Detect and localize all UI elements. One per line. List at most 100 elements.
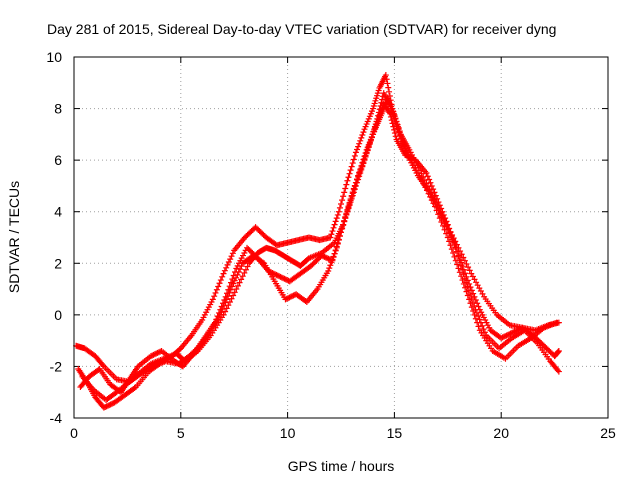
- x-axis-label: GPS time / hours: [288, 458, 395, 474]
- data-point: [435, 207, 442, 214]
- data-point: [343, 210, 350, 217]
- y-tick-label: 2: [54, 255, 62, 271]
- data-point: [278, 274, 285, 281]
- data-point: [217, 277, 224, 284]
- data-point: [467, 284, 474, 291]
- data-point: [399, 139, 406, 146]
- data-point: [502, 333, 509, 340]
- data-point: [244, 263, 251, 270]
- data-point: [438, 213, 445, 220]
- data-point: [358, 165, 365, 172]
- data-point: [347, 167, 354, 174]
- data-point: [471, 293, 478, 300]
- data-point: [379, 96, 386, 103]
- data-point: [477, 319, 484, 326]
- data-point: [388, 117, 395, 124]
- data-point: [347, 196, 354, 203]
- data-point: [327, 262, 334, 269]
- data-point: [215, 283, 222, 290]
- data-point: [131, 385, 138, 392]
- data-point: [95, 366, 102, 373]
- data-point: [463, 260, 470, 267]
- data-point: [147, 353, 154, 360]
- data-point: [500, 333, 507, 340]
- data-point: [221, 302, 228, 309]
- data-point: [99, 362, 106, 369]
- data-point: [233, 286, 240, 293]
- x-tick-label: 5: [177, 425, 185, 441]
- data-point: [475, 313, 482, 320]
- data-point: [238, 276, 245, 283]
- data-point: [441, 220, 448, 227]
- data-point: [230, 280, 237, 287]
- data-point: [354, 146, 361, 153]
- data-point: [225, 293, 232, 300]
- data-point: [331, 221, 338, 228]
- data-point: [318, 252, 325, 259]
- data-point: [383, 76, 390, 83]
- data-point: [472, 306, 479, 313]
- data-point: [351, 152, 358, 159]
- data-point: [427, 179, 434, 186]
- data-point: [346, 170, 353, 177]
- x-tick-label: 20: [493, 425, 509, 441]
- data-point: [365, 142, 372, 149]
- data-point: [218, 309, 225, 316]
- data-point: [153, 350, 160, 357]
- y-tick-label: 8: [54, 101, 62, 117]
- data-point: [234, 271, 241, 278]
- data-point: [363, 149, 370, 156]
- data-point: [239, 273, 246, 280]
- data-point: [321, 253, 328, 260]
- data-point: [226, 298, 233, 305]
- data-point: [430, 197, 437, 204]
- data-point: [423, 170, 430, 177]
- data-point: [374, 115, 381, 122]
- data-point: [329, 256, 336, 263]
- data-point: [238, 263, 245, 270]
- data-point: [499, 334, 506, 341]
- data-point: [359, 132, 366, 139]
- data-point: [231, 277, 238, 284]
- data-point: [391, 126, 398, 133]
- data-point: [273, 271, 280, 278]
- data-point: [452, 244, 459, 251]
- data-point: [503, 332, 510, 339]
- data-point: [336, 233, 343, 240]
- data-point: [282, 276, 289, 283]
- data-point: [465, 264, 472, 271]
- data-point: [455, 244, 462, 251]
- data-point: [334, 211, 341, 218]
- data-point: [335, 208, 342, 215]
- data-point: [476, 316, 483, 323]
- data-point: [375, 109, 382, 116]
- series-track-4: [79, 90, 562, 403]
- data-point: [458, 251, 465, 258]
- data-point: [345, 203, 352, 210]
- data-point: [470, 290, 477, 297]
- data-point: [450, 249, 457, 256]
- data-point: [463, 279, 470, 286]
- data-point: [446, 229, 453, 236]
- data-point: [498, 335, 505, 342]
- data-point: [446, 238, 453, 245]
- data-point: [395, 126, 402, 133]
- data-point: [342, 213, 349, 220]
- data-point: [384, 80, 391, 87]
- data-point: [443, 230, 450, 237]
- data-point: [225, 258, 232, 265]
- data-point: [431, 200, 438, 207]
- y-tick-label: 0: [54, 307, 62, 323]
- data-point: [457, 262, 464, 269]
- data-point: [479, 322, 486, 329]
- data-point: [455, 253, 462, 260]
- data-point: [320, 253, 327, 260]
- data-point: [349, 189, 356, 196]
- plot-frame: [73, 56, 609, 419]
- data-point: [338, 229, 344, 236]
- data-point: [356, 140, 363, 147]
- data-point: [223, 296, 230, 303]
- data-point: [425, 188, 432, 195]
- data-point: [157, 348, 164, 355]
